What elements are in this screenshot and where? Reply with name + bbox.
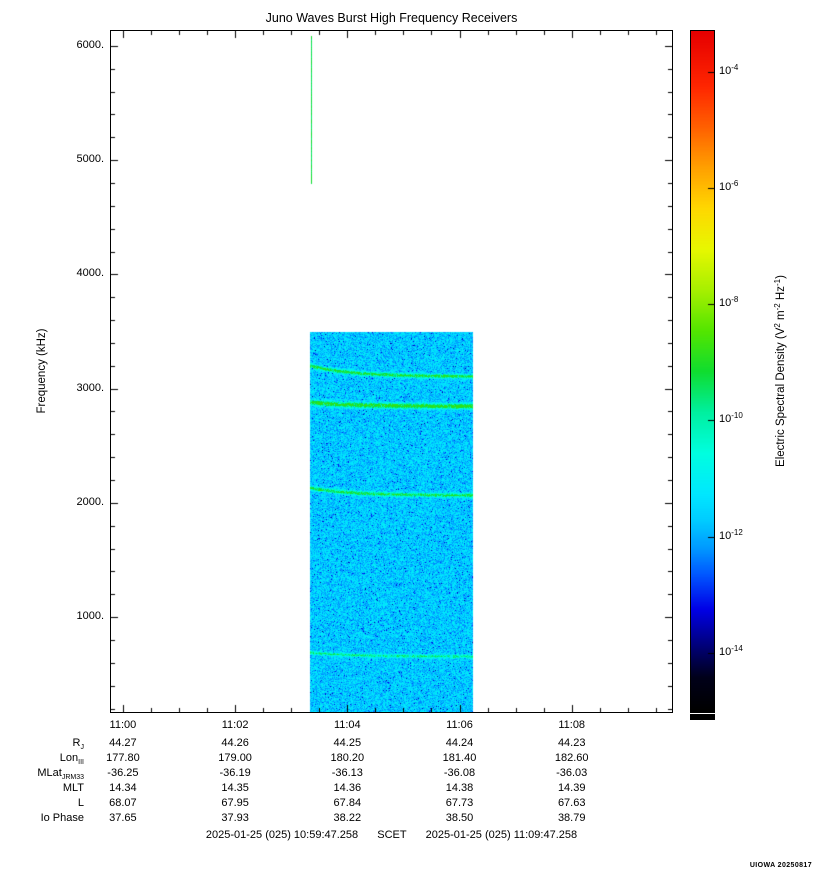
ephemeris-value: -36.03 [556,767,588,779]
colorbar-tick-label: 10-12 [719,528,743,542]
ephemeris-value: 14.38 [445,782,474,794]
ephemeris-value: 44.26 [221,737,249,749]
ephemeris-value: 67.84 [333,797,362,809]
ephemeris-value: -36.13 [331,767,363,779]
colorbar-tick-label: 10-10 [719,411,743,425]
colorbar-tick-label: 10-6 [719,179,739,193]
ephemeris-value: 38.50 [445,812,474,824]
ephemeris-value: 68.07 [109,797,137,809]
colorbar-tick-label: 10-4 [719,63,739,77]
ephemeris-value: 181.40 [442,752,477,764]
y-axis-label: Frequency (kHz) [36,328,48,414]
ephemeris-value: 38.22 [333,812,362,824]
ephemeris-value: 37.65 [109,812,137,824]
ephemeris-value: -36.08 [443,767,476,779]
ephemeris-value: 37.93 [221,812,249,824]
ephemeris-value: 67.73 [445,797,474,809]
ephemeris-value: 44.23 [557,737,586,749]
x-tick-label: 11:00 [109,719,137,731]
colorbar-tick-label: 10-8 [719,295,739,309]
credit-stamp: UIOWA 20250817 [749,862,812,869]
plot-area [110,30,673,713]
colorbar-canvas [691,31,714,712]
colorbar-label: Electric Spectral Density (V2 m-2 Hz-1) [773,275,787,467]
ephemeris-value: 182.60 [554,752,589,764]
ephemeris-value: 14.35 [221,782,249,794]
ephemeris-value: 67.95 [221,797,249,809]
colorbar-tick-label: 10-14 [719,644,743,658]
ephemeris-value: 67.63 [557,797,586,809]
y-tick-label: 3000. [76,381,104,394]
spectrogram-canvas [111,31,672,712]
ephemeris-row-label: LonIII [59,752,84,766]
colorbar [690,30,715,713]
y-tick-label: 1000. [76,610,104,623]
time-range-footer: 2025-01-25 (025) 10:59:47.258 SCET 2025-… [110,829,673,841]
ephemeris-value: 177.80 [106,752,140,764]
x-tick-label: 11:06 [446,719,473,731]
ephemeris-row-label: L [77,797,84,809]
scet-label: SCET [377,829,407,841]
ephemeris-value: 44.25 [333,737,362,749]
ephemeris-row-label: RJ [72,737,84,751]
x-tick-label: 11:02 [221,719,249,731]
chart-title: Juno Waves Burst High Frequency Receiver… [265,11,518,25]
y-tick-label: 2000. [76,495,104,508]
ephemeris-row-label: MLatJRM33 [37,767,84,781]
y-tick-label: 4000. [76,267,104,280]
scet-end-time: 2025-01-25 (025) 11:09:47.258 [425,829,578,841]
ephemeris-row-label: MLT [62,782,84,794]
colorbar-bottom-cap [690,714,715,720]
scet-start-time: 2025-01-25 (025) 10:59:47.258 [205,829,359,841]
x-tick-label: 11:04 [333,719,361,731]
y-tick-label: 5000. [76,153,104,166]
ephemeris-value: 14.39 [557,782,586,794]
x-tick-label: 11:08 [558,719,586,731]
ephemeris-row-label: Io Phase [40,812,84,824]
ephemeris-value: 44.27 [109,737,137,749]
ephemeris-value: 38.79 [557,812,586,824]
ephemeris-value: 44.24 [445,737,474,749]
y-tick-label: 6000. [76,38,104,51]
ephemeris-value: 14.34 [109,782,137,794]
ephemeris-value: 180.20 [330,752,365,764]
ephemeris-value: 179.00 [218,752,252,764]
ephemeris-value: 14.36 [333,782,362,794]
ephemeris-value: -36.19 [219,767,251,779]
ephemeris-value: -36.25 [107,767,139,779]
